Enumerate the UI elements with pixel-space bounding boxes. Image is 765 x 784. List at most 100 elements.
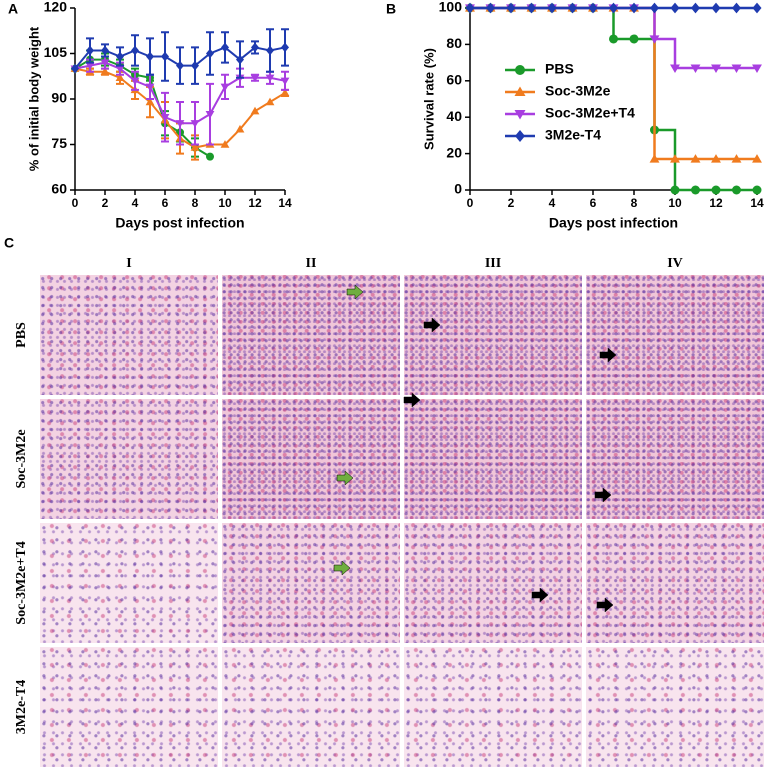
x-tick-label: 12 xyxy=(248,196,262,210)
point xyxy=(161,51,169,62)
point xyxy=(205,110,215,119)
histology-image xyxy=(40,275,218,395)
x-tick-label: 2 xyxy=(102,196,109,210)
point xyxy=(711,185,721,195)
x-tick-label: 12 xyxy=(709,196,723,210)
arrow xyxy=(423,317,441,333)
step-segment xyxy=(634,6,656,160)
legend-label: 3M2e-T4 xyxy=(545,127,601,143)
point xyxy=(690,64,701,74)
point xyxy=(649,35,660,44)
column-label: IV xyxy=(667,256,683,271)
point xyxy=(711,64,721,74)
histology-image xyxy=(404,399,582,519)
y-tick-label: 75 xyxy=(51,135,67,151)
y-tick-label: 0 xyxy=(454,181,462,197)
point xyxy=(547,2,557,14)
point xyxy=(160,114,170,122)
point xyxy=(191,60,199,71)
point xyxy=(206,152,214,161)
step-segment xyxy=(634,6,656,39)
point xyxy=(515,130,525,142)
y-tick-label: 40 xyxy=(446,108,462,124)
histology-image xyxy=(586,523,764,643)
arrow xyxy=(596,597,614,613)
point xyxy=(609,34,618,44)
legend-label: PBS xyxy=(545,61,574,77)
point xyxy=(752,154,762,163)
step-segment xyxy=(593,6,615,39)
point xyxy=(568,2,577,14)
point xyxy=(265,74,275,83)
y-tick-label: 60 xyxy=(446,72,462,88)
histology-image xyxy=(404,275,582,395)
point xyxy=(670,2,680,14)
point xyxy=(670,64,680,74)
point xyxy=(691,185,700,195)
point xyxy=(190,120,200,128)
x-tick-label: 0 xyxy=(72,196,79,210)
point xyxy=(145,83,155,92)
histology-image xyxy=(40,647,218,767)
histology-image xyxy=(222,647,400,767)
point xyxy=(609,2,618,14)
point xyxy=(236,54,244,65)
point xyxy=(752,2,762,14)
row-label: 3M2e-T4 xyxy=(14,680,29,734)
legend-label: Soc-3M2e+T4 xyxy=(545,105,635,121)
point xyxy=(206,48,214,59)
point xyxy=(130,77,140,86)
point xyxy=(220,83,230,92)
point xyxy=(629,2,639,14)
point xyxy=(85,62,95,71)
point xyxy=(221,42,229,53)
histology-image xyxy=(40,399,218,519)
histology-image xyxy=(222,399,400,519)
x-tick-label: 8 xyxy=(192,196,199,210)
point xyxy=(280,77,290,86)
point xyxy=(588,2,598,14)
step-segment xyxy=(654,128,677,190)
point xyxy=(514,86,526,96)
point xyxy=(670,154,680,163)
y-tick-label: 20 xyxy=(446,144,462,160)
point xyxy=(266,45,274,56)
x-tick-label: 14 xyxy=(278,196,292,210)
point xyxy=(515,65,525,75)
histology-image xyxy=(40,523,218,643)
column-label: I xyxy=(126,256,131,271)
histology-image xyxy=(404,523,582,643)
point xyxy=(131,45,139,56)
legend-label: Soc-3M2e xyxy=(545,83,611,99)
point xyxy=(116,51,124,62)
x-tick-label: 6 xyxy=(162,196,169,210)
x-axis-title: Days post infection xyxy=(549,215,678,231)
point xyxy=(690,154,701,163)
point xyxy=(190,143,200,151)
point xyxy=(250,74,260,83)
point xyxy=(691,2,700,14)
point xyxy=(731,64,742,74)
x-tick-label: 4 xyxy=(132,196,139,210)
x-tick-label: 10 xyxy=(218,196,232,210)
point xyxy=(731,154,742,163)
arrow xyxy=(336,470,354,486)
x-tick-label: 4 xyxy=(549,196,556,210)
row-label: Soc-3M2e+T4 xyxy=(14,541,29,624)
point xyxy=(732,2,741,14)
x-tick-label: 6 xyxy=(590,196,597,210)
point xyxy=(175,120,185,128)
arrow xyxy=(346,284,364,300)
x-axis-title: Days post infection xyxy=(115,215,244,231)
point xyxy=(280,88,290,97)
point xyxy=(527,2,536,14)
point xyxy=(265,97,275,106)
row-label: Soc-3M2e xyxy=(14,429,29,488)
point xyxy=(115,65,125,74)
point xyxy=(752,185,762,195)
point xyxy=(670,185,680,195)
point xyxy=(711,2,721,14)
step-segment xyxy=(654,37,677,69)
point xyxy=(514,110,526,120)
point xyxy=(176,60,184,71)
